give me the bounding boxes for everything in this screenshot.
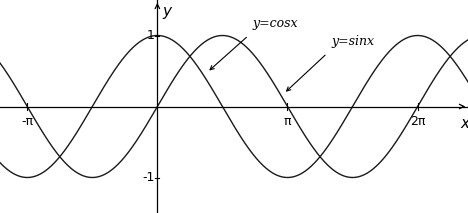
Text: -1: -1 (143, 171, 155, 184)
Text: -π: -π (21, 115, 33, 128)
Text: 1: 1 (147, 29, 155, 42)
Text: y=cosx: y=cosx (253, 17, 298, 30)
Text: 2π: 2π (410, 115, 425, 128)
Text: π: π (284, 115, 291, 128)
Text: y: y (163, 4, 172, 19)
Text: x: x (460, 116, 468, 131)
Text: y=sinx: y=sinx (331, 35, 374, 48)
